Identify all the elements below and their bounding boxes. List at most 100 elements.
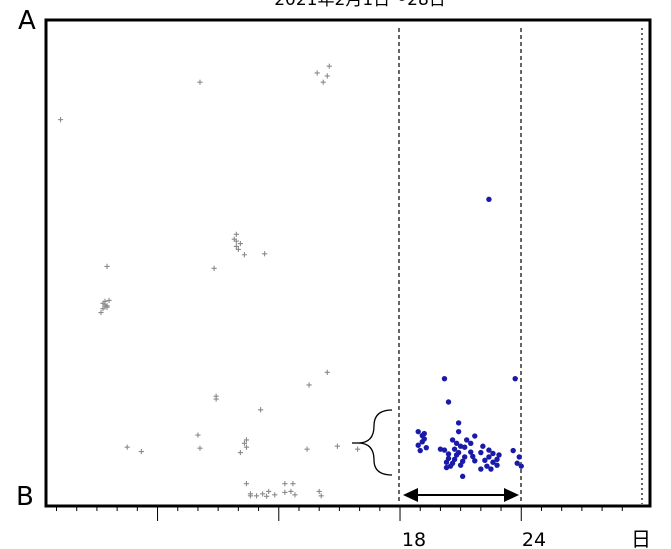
blue-dot-point	[457, 462, 464, 468]
blue-dot-point	[415, 442, 421, 448]
blue-dot-point	[484, 463, 490, 469]
gray-plus-point	[260, 491, 266, 497]
range-arrow	[403, 488, 519, 502]
blue-dot-point	[490, 459, 496, 465]
blue-dot-point	[486, 196, 492, 203]
gray-plus-point	[195, 432, 201, 438]
gray-plus-point	[241, 440, 248, 446]
blue-dot-point	[459, 473, 466, 480]
blue-dot-point	[496, 452, 502, 458]
gray-plus-point	[211, 265, 217, 271]
gray-plus-point	[243, 481, 250, 487]
gray-plus-point	[243, 437, 250, 443]
blue-dot-point	[453, 440, 460, 447]
blue-dot-point	[441, 447, 448, 453]
gray-plus-point	[292, 492, 298, 498]
gray-plus-point	[324, 73, 330, 79]
gray-plus-point	[282, 489, 288, 495]
x-tick-label-24: 24	[522, 529, 546, 549]
blue-dot-point	[468, 449, 474, 455]
gray-plus-point	[247, 493, 254, 499]
blue-dot-point	[512, 375, 518, 382]
blue-dot-point	[443, 464, 450, 471]
bracket	[357, 409, 393, 476]
gray-plus-point	[233, 231, 239, 237]
gray-plus-point	[326, 63, 332, 69]
gray-plus-point	[266, 488, 272, 495]
blue-dot-point	[490, 450, 496, 457]
gray-plus-point	[318, 493, 324, 499]
blue-dot-point	[478, 449, 484, 456]
blue-dot-point	[445, 451, 452, 457]
blue-dot-point	[514, 460, 520, 466]
gray-plus-point	[253, 493, 260, 499]
gray-plus-point	[243, 444, 250, 450]
blue-dot-point	[468, 440, 474, 447]
gray-plus-point	[257, 407, 264, 413]
gray-plus-point	[334, 443, 340, 449]
blue-dot-point	[494, 462, 500, 468]
chart-title: 2021年2月1日～28日	[274, 0, 446, 10]
blue-dot-point	[470, 453, 476, 460]
blue-dot-point	[437, 446, 444, 452]
gray-plus-point	[57, 117, 64, 123]
blue-dot-series	[415, 196, 524, 480]
gray-plus-point	[290, 481, 296, 487]
blue-dot-point	[455, 428, 462, 435]
gray-plus-point	[354, 446, 361, 452]
blue-dot-point	[486, 454, 492, 460]
blue-dot-point	[510, 447, 516, 454]
gray-plus-point	[264, 493, 270, 499]
blue-dot-point	[415, 428, 421, 435]
y-top-label: A	[18, 6, 36, 36]
gray-plus-point	[197, 79, 203, 85]
blue-dot-point	[419, 439, 425, 445]
blue-dot-point	[455, 420, 462, 426]
gray-plus-point	[241, 252, 248, 258]
gray-plus-point	[98, 309, 104, 316]
blue-dot-point	[472, 433, 478, 439]
blue-dot-point	[421, 430, 427, 437]
blue-dot-point	[518, 463, 524, 469]
gray-plus-point	[235, 246, 241, 252]
blue-dot-point	[472, 458, 478, 464]
gray-plus-point	[288, 488, 294, 495]
gray-plus-point	[316, 488, 322, 495]
gray-plus-point	[102, 304, 108, 310]
blue-dot-point	[464, 437, 470, 443]
blue-dot-point	[441, 375, 448, 382]
gray-plus-point	[262, 251, 268, 257]
x-tick-label-18: 18	[402, 529, 426, 549]
blue-dot-point	[482, 457, 488, 464]
blue-dot-point	[417, 447, 423, 454]
blue-dot-point	[478, 466, 484, 472]
gray-plus-point	[237, 240, 243, 247]
blue-dot-point	[494, 456, 500, 463]
gray-plus-point	[272, 492, 278, 498]
gray-plus-point	[237, 449, 243, 456]
blue-dot-point	[486, 447, 492, 453]
gray-plus-series	[57, 63, 361, 499]
blue-dot-point	[423, 444, 429, 451]
blue-dot-point	[451, 446, 458, 452]
gray-plus-point	[104, 263, 110, 270]
blue-dot-point	[461, 444, 468, 450]
blue-dot-point	[453, 452, 460, 458]
gray-plus-point	[124, 444, 130, 450]
blue-dot-point	[443, 459, 450, 465]
gray-plus-point	[138, 448, 144, 455]
gray-plus-point	[282, 481, 288, 487]
blue-dot-point	[457, 443, 464, 449]
gray-plus-point	[304, 446, 310, 452]
blue-dot-point	[461, 454, 468, 460]
plot-frame	[44, 18, 652, 508]
gray-plus-point	[306, 382, 312, 388]
gray-plus-point	[231, 236, 237, 242]
blue-dot-point	[488, 466, 494, 472]
blue-dot-point	[480, 443, 486, 449]
gray-plus-point	[314, 70, 320, 76]
gray-plus-point	[213, 396, 219, 402]
blue-dot-point	[516, 454, 522, 460]
gray-plus-point	[324, 369, 330, 375]
